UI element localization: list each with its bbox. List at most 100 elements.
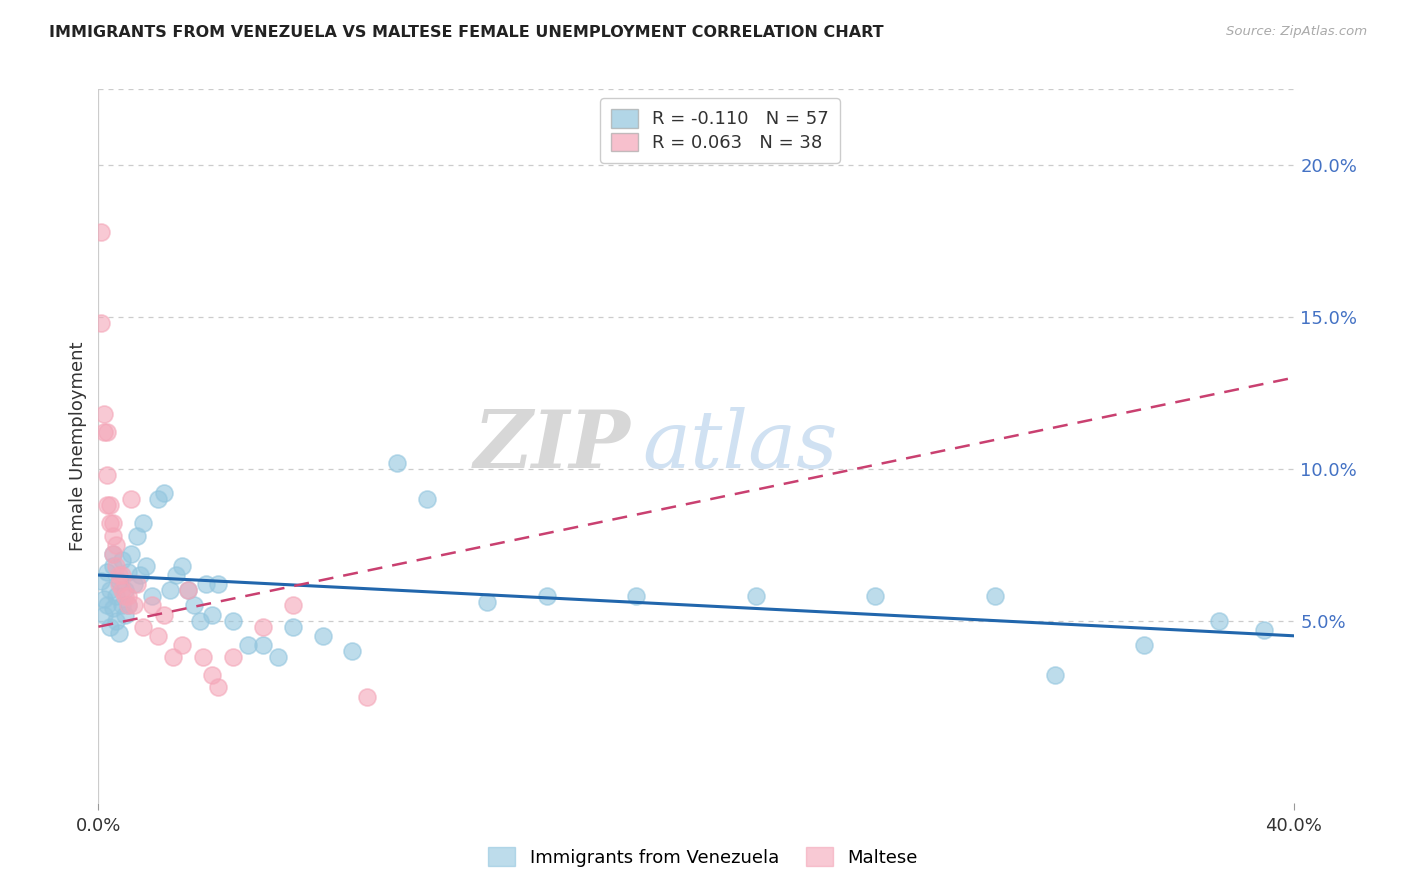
Point — [195, 577, 218, 591]
Text: ZIP: ZIP — [474, 408, 630, 484]
Point — [127, 577, 149, 591]
Y-axis label: Female Unemployment: Female Unemployment — [69, 342, 87, 550]
Point — [984, 590, 1007, 604]
Point — [129, 568, 152, 582]
Point — [201, 607, 224, 622]
Point — [281, 599, 304, 613]
Point — [117, 599, 139, 613]
Point — [103, 558, 125, 573]
Point — [626, 590, 648, 604]
Point — [172, 558, 194, 573]
Point — [267, 650, 290, 665]
Point — [108, 625, 131, 640]
Point — [1133, 638, 1156, 652]
Point — [745, 590, 768, 604]
Point — [103, 601, 125, 615]
Point — [177, 583, 200, 598]
Point — [153, 486, 176, 500]
Point — [108, 574, 131, 588]
Point — [114, 607, 136, 622]
Point — [103, 516, 125, 531]
Point — [96, 565, 118, 579]
Point — [114, 583, 136, 598]
Point — [159, 583, 181, 598]
Point — [114, 590, 136, 604]
Text: atlas: atlas — [643, 408, 838, 484]
Point — [96, 498, 118, 512]
Point — [356, 690, 378, 704]
Text: IMMIGRANTS FROM VENEZUELA VS MALTESE FEMALE UNEMPLOYMENT CORRELATION CHART: IMMIGRANTS FROM VENEZUELA VS MALTESE FEM… — [49, 25, 884, 40]
Point — [120, 547, 142, 561]
Point — [96, 599, 118, 613]
Point — [132, 516, 155, 531]
Point — [98, 498, 122, 512]
Point — [153, 607, 176, 622]
Point — [108, 577, 131, 591]
Point — [108, 568, 131, 582]
Point — [98, 620, 122, 634]
Point — [207, 681, 229, 695]
Point — [124, 599, 146, 613]
Point — [132, 620, 155, 634]
Point — [141, 599, 163, 613]
Point — [105, 590, 128, 604]
Point — [105, 614, 128, 628]
Point — [117, 565, 139, 579]
Point — [105, 538, 128, 552]
Point — [252, 638, 274, 652]
Text: Source: ZipAtlas.com: Source: ZipAtlas.com — [1226, 25, 1367, 38]
Point — [342, 644, 364, 658]
Point — [183, 599, 205, 613]
Point — [162, 650, 184, 665]
Point — [207, 577, 229, 591]
Point — [93, 592, 115, 607]
Point — [111, 599, 134, 613]
Point — [103, 547, 125, 561]
Point — [188, 614, 211, 628]
Point — [201, 668, 224, 682]
Point — [222, 614, 245, 628]
Point — [96, 467, 118, 482]
Point — [536, 590, 558, 604]
Point — [865, 590, 887, 604]
Point — [177, 583, 200, 598]
Point — [103, 547, 125, 561]
Point — [311, 629, 333, 643]
Point — [172, 638, 194, 652]
Point — [236, 638, 259, 652]
Point — [117, 599, 139, 613]
Point — [90, 574, 112, 588]
Point — [385, 456, 409, 470]
Point — [124, 577, 146, 591]
Point — [1253, 623, 1275, 637]
Point — [1208, 614, 1230, 628]
Point — [475, 595, 498, 609]
Point — [165, 568, 187, 582]
Point — [148, 492, 170, 507]
Point — [111, 568, 134, 582]
Point — [416, 492, 439, 507]
Point — [191, 650, 214, 665]
Point — [98, 583, 122, 598]
Point — [148, 629, 170, 643]
Legend: R = -0.110   N = 57, R = 0.063   N = 38: R = -0.110 N = 57, R = 0.063 N = 38 — [600, 98, 839, 163]
Point — [96, 425, 118, 440]
Point — [117, 590, 139, 604]
Point — [1043, 668, 1066, 682]
Point — [111, 553, 134, 567]
Point — [93, 407, 115, 421]
Point — [90, 316, 112, 330]
Point — [103, 528, 125, 542]
Point — [127, 528, 149, 542]
Point — [281, 620, 304, 634]
Point — [105, 558, 128, 573]
Point — [90, 225, 112, 239]
Point — [135, 558, 157, 573]
Point — [252, 620, 274, 634]
Point — [141, 590, 163, 604]
Point — [111, 583, 134, 598]
Point — [222, 650, 245, 665]
Point — [98, 516, 122, 531]
Legend: Immigrants from Venezuela, Maltese: Immigrants from Venezuela, Maltese — [481, 840, 925, 874]
Point — [93, 607, 115, 622]
